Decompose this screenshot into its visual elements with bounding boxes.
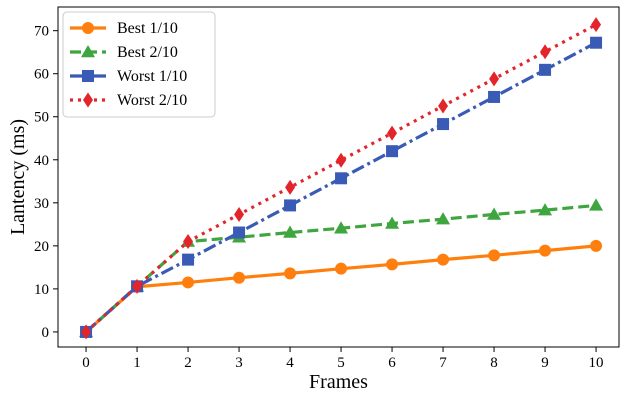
legend-box — [62, 11, 216, 118]
data-point — [285, 179, 296, 195]
data-point — [386, 258, 399, 271]
series-line — [84, 23, 597, 334]
plot-area — [79, 17, 604, 340]
x-axis-title: Frames — [309, 371, 368, 393]
y-axis-title: Lantency (ms) — [7, 119, 29, 235]
data-point — [487, 207, 502, 220]
data-point — [540, 44, 551, 60]
data-point — [335, 172, 348, 185]
data-point — [590, 36, 603, 49]
x-tick-label: 7 — [439, 355, 447, 371]
y-tick-label: 30 — [34, 196, 49, 212]
data-point — [386, 145, 399, 158]
legend-label: Best 1/10 — [117, 20, 178, 37]
data-point — [284, 267, 297, 280]
data-point — [335, 262, 348, 275]
data-point — [132, 278, 143, 294]
data-point — [589, 198, 604, 211]
legend-label: Worst 1/10 — [117, 68, 187, 85]
y-tick-label: 50 — [34, 110, 49, 126]
data-point — [182, 276, 195, 289]
data-point — [182, 253, 195, 266]
x-tick-label: 8 — [490, 355, 498, 371]
data-point — [438, 98, 449, 114]
data-point — [283, 225, 298, 238]
data-point — [336, 152, 347, 168]
legend-label: Best 2/10 — [117, 44, 178, 61]
x-tick-label: 3 — [235, 355, 243, 371]
x-tick-label: 1 — [133, 355, 141, 371]
legend-entry: Worst 1/10 — [70, 68, 187, 85]
legend-marker — [83, 92, 93, 108]
data-point — [234, 206, 245, 222]
data-point — [489, 71, 500, 87]
series-1 — [80, 239, 603, 338]
data-point — [538, 203, 553, 216]
x-tick-label: 5 — [337, 355, 345, 371]
data-point — [81, 324, 92, 340]
y-tick-label: 10 — [34, 282, 49, 298]
data-point — [387, 125, 398, 141]
data-point — [437, 118, 450, 131]
data-point — [334, 221, 349, 234]
data-point — [590, 239, 603, 252]
x-tick-label: 2 — [184, 355, 192, 371]
data-point — [385, 216, 400, 229]
data-point — [436, 212, 451, 225]
legend-marker — [81, 45, 95, 58]
data-point — [488, 90, 501, 103]
data-point — [233, 271, 246, 284]
y-tick-label: 60 — [34, 67, 49, 83]
y-tick-label: 20 — [34, 239, 49, 255]
plot-frame — [57, 6, 620, 348]
legend-entry: Best 2/10 — [70, 44, 178, 61]
series-line — [84, 244, 597, 334]
data-point — [233, 226, 246, 239]
x-tick-label: 0 — [82, 355, 90, 371]
data-point — [539, 244, 552, 257]
legend-marker — [82, 22, 94, 34]
data-point — [488, 249, 501, 262]
y-tick-label: 0 — [42, 325, 50, 341]
legend-label: Worst 2/10 — [117, 92, 187, 109]
x-tick-label: 6 — [388, 355, 396, 371]
x-tick-label: 10 — [589, 355, 604, 371]
data-point — [437, 253, 450, 266]
series-4 — [81, 17, 602, 340]
axes: 0 1 2 3 4 5 6 7 8 9 10 0 10 20 30 40 50 60 70 — [34, 6, 620, 371]
legend-entry: Best 1/10 — [70, 20, 178, 37]
x-tick-label: 4 — [286, 355, 294, 371]
data-point — [183, 234, 194, 250]
legend: Best 1/10 Best 2/10 Worst 1/10 Worst 2/10 — [62, 11, 216, 118]
y-tick-label: 70 — [34, 24, 49, 40]
data-point — [284, 199, 297, 212]
x-tick-label: 9 — [541, 355, 549, 371]
y-tick-label: 40 — [34, 153, 49, 169]
legend-marker — [82, 70, 94, 82]
data-point — [539, 63, 552, 76]
legend-entry: Worst 2/10 — [70, 92, 187, 109]
data-point — [591, 17, 602, 33]
